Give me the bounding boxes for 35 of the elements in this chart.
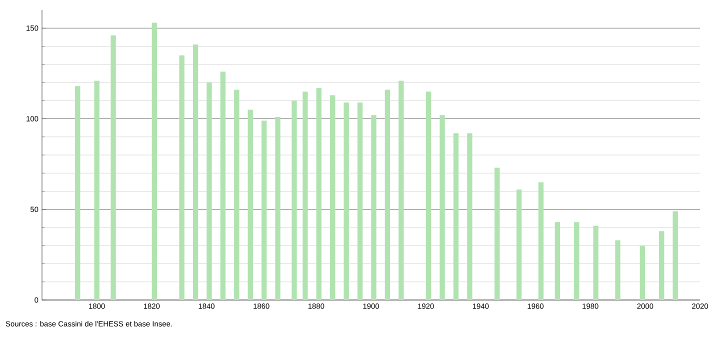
bar bbox=[426, 92, 432, 300]
bar bbox=[302, 92, 308, 300]
bar bbox=[453, 133, 459, 300]
bar bbox=[640, 246, 646, 300]
bar bbox=[234, 90, 240, 300]
bar bbox=[179, 55, 184, 300]
bar bbox=[75, 86, 80, 300]
bar bbox=[220, 72, 226, 300]
bar bbox=[554, 222, 560, 300]
bar bbox=[574, 222, 580, 300]
bar bbox=[615, 240, 620, 300]
bar bbox=[330, 95, 336, 300]
bar bbox=[275, 116, 280, 300]
bar bbox=[672, 211, 678, 300]
bar bbox=[371, 115, 376, 300]
bar bbox=[152, 22, 157, 300]
bar bbox=[192, 44, 198, 300]
bar bbox=[659, 231, 664, 300]
bar bbox=[206, 82, 212, 300]
bar bbox=[357, 102, 363, 300]
bar bbox=[593, 226, 598, 300]
bar bbox=[292, 100, 297, 300]
bar bbox=[316, 88, 322, 300]
bar bbox=[110, 35, 116, 300]
bar bbox=[384, 90, 390, 300]
bar bbox=[538, 182, 544, 300]
bar bbox=[344, 102, 349, 300]
bar bbox=[261, 120, 267, 300]
bar bbox=[467, 133, 472, 300]
bar bbox=[440, 115, 445, 300]
bar bbox=[248, 110, 253, 300]
bar bbox=[516, 189, 522, 300]
bar bbox=[94, 80, 100, 300]
bar bbox=[398, 80, 404, 300]
bar bbox=[494, 168, 500, 300]
